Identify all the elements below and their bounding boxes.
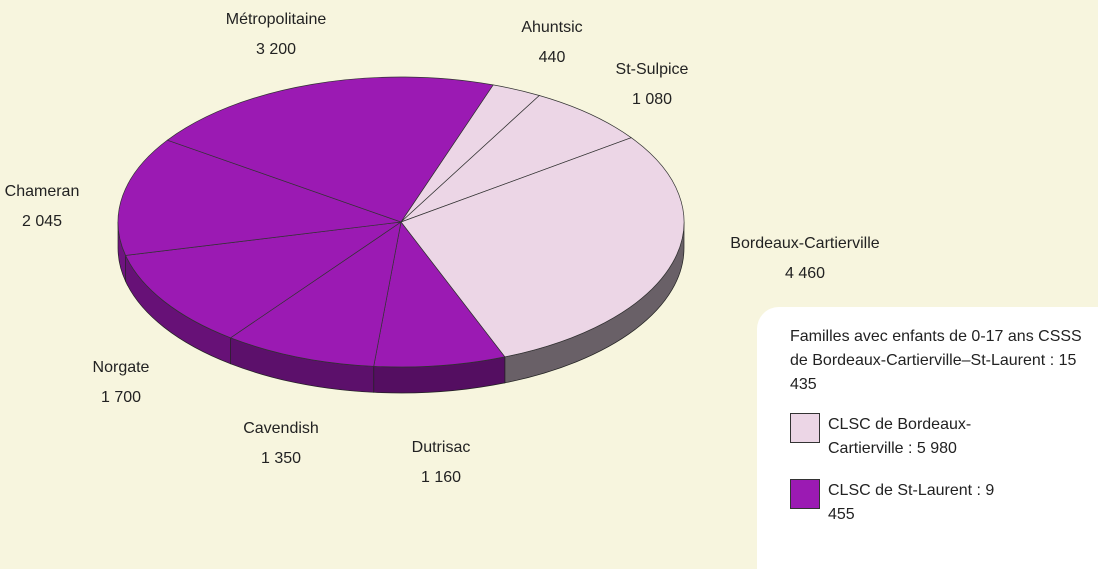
slice [400, 95, 632, 223]
slice [373, 221, 506, 368]
slice-label: Norgate [93, 359, 150, 376]
slice-label: St-Sulpice [616, 61, 689, 78]
slice-label: Bordeaux-Cartierville [730, 235, 879, 252]
legend-label: CLSC de Bordeaux-Cartierville : 5 980 [828, 416, 972, 457]
slice [166, 76, 494, 223]
slice-value: 1 080 [632, 91, 672, 108]
legend-item: CLSC de St-Laurent : 9 455 [790, 479, 1098, 527]
slice-value: 3 200 [256, 41, 296, 58]
slice-value: 2 045 [22, 213, 62, 230]
legend-swatch [790, 479, 820, 509]
slice-label: Dutrisac [412, 439, 471, 456]
legend-title: Familles avec enfants de 0-17 ans CSSS d… [790, 328, 1082, 393]
slice-value: 440 [539, 49, 566, 66]
slice [400, 137, 685, 358]
legend-label: CLSC de St-Laurent : 9 455 [828, 482, 995, 523]
slice [229, 221, 402, 367]
slice-value: 4 460 [785, 265, 825, 282]
slice-label: Métropolitaine [226, 11, 327, 28]
legend-swatch [790, 413, 820, 443]
slice-value: 1 160 [421, 469, 461, 486]
slice-value: 1 700 [101, 389, 141, 406]
slice [117, 139, 402, 256]
legend-item: CLSC de Bordeaux-Cartierville : 5 980 [790, 413, 1098, 461]
slice-label: Cavendish [243, 420, 319, 437]
slice [125, 221, 402, 339]
slice-value: 1 350 [261, 450, 301, 467]
legend: Familles avec enfants de 0-17 ans CSSS d… [757, 307, 1098, 569]
slice-label: Chameran [5, 183, 80, 200]
slice-label: Ahuntsic [521, 19, 582, 36]
